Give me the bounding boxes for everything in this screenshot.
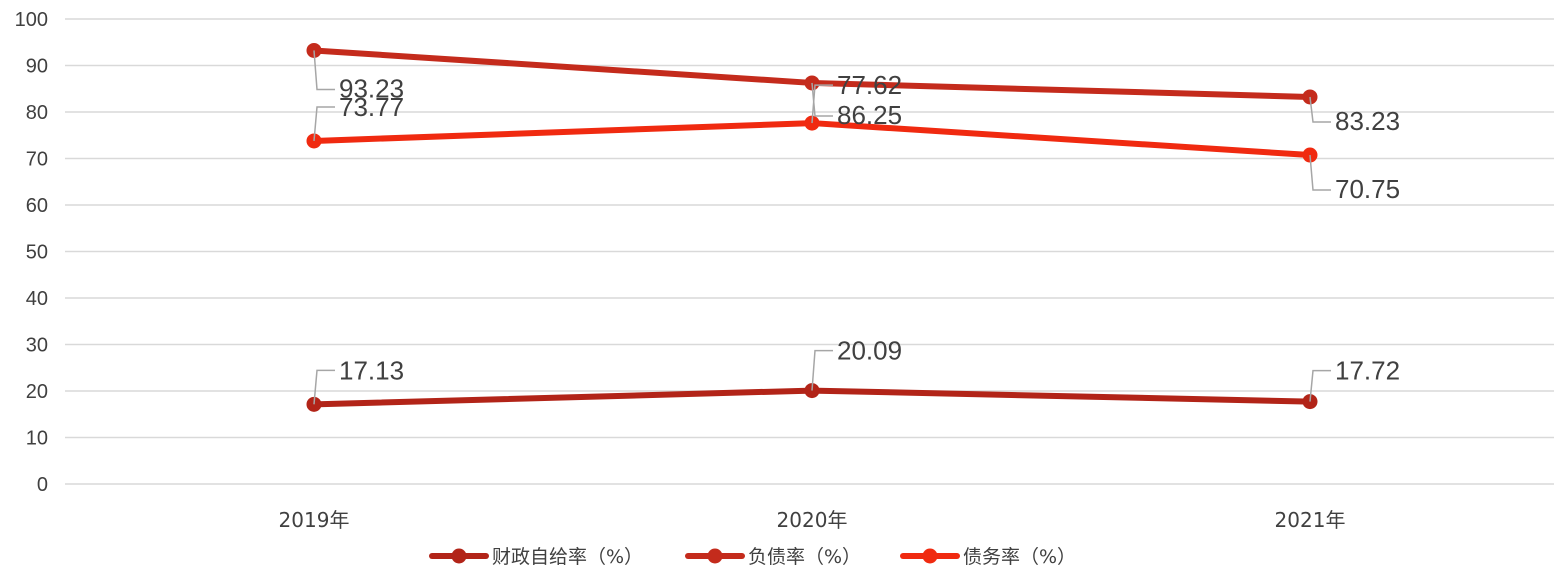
y-tick-label: 10 bbox=[26, 428, 48, 450]
leader-line bbox=[313, 369, 335, 405]
y-tick-label: 20 bbox=[26, 381, 48, 403]
x-axis: 2019年 2020年 2021年 bbox=[279, 508, 1346, 532]
data-label: 17.13 bbox=[339, 355, 404, 385]
x-tick-label: 2021年 bbox=[1275, 508, 1346, 532]
x-tick-label: 2020年 bbox=[777, 508, 848, 532]
leader-line bbox=[313, 106, 335, 142]
data-label: 17.72 bbox=[1335, 356, 1400, 386]
series-layer bbox=[306, 42, 1318, 412]
y-tick-label: 40 bbox=[26, 288, 48, 310]
y-tick-label: 70 bbox=[26, 149, 48, 171]
data-label: 70.75 bbox=[1335, 174, 1400, 204]
y-tick-label: 90 bbox=[26, 56, 48, 78]
data-label: 77.62 bbox=[837, 70, 902, 100]
x-tick-label: 2019年 bbox=[279, 508, 350, 532]
y-tick-label: 50 bbox=[26, 242, 48, 264]
data-label: 86.25 bbox=[837, 100, 902, 130]
data-label: 83.23 bbox=[1335, 106, 1400, 136]
legend: 财政自给率（%） 负债率（%） 债务率（%） bbox=[429, 546, 1076, 568]
leader-line bbox=[811, 349, 833, 391]
y-axis: 0 10 20 30 40 50 60 70 80 90 100 bbox=[15, 9, 48, 496]
leader-line bbox=[313, 50, 335, 91]
legend-label: 债务率（%） bbox=[963, 546, 1076, 568]
leader-line bbox=[1309, 96, 1331, 123]
y-tick-label: 80 bbox=[26, 102, 48, 124]
leader-line bbox=[811, 84, 833, 124]
y-tick-label: 100 bbox=[15, 9, 48, 31]
data-label: 93.23 bbox=[339, 73, 404, 103]
legend-label: 负债率（%） bbox=[748, 546, 861, 568]
y-tick-label: 0 bbox=[37, 474, 48, 496]
y-tick-label: 60 bbox=[26, 195, 48, 217]
legend-label: 财政自给率（%） bbox=[492, 546, 643, 568]
leader-line bbox=[1309, 369, 1331, 402]
data-label: 73.77 bbox=[339, 92, 404, 122]
leader-line bbox=[811, 82, 833, 117]
data-labels: 17.13 20.09 17.72 93.23 86.25 83.23 73.77 77.62… bbox=[313, 50, 1400, 405]
data-label: 20.09 bbox=[837, 336, 902, 366]
legend-marker bbox=[451, 548, 467, 564]
legend-marker bbox=[707, 548, 723, 564]
grid-layer bbox=[65, 18, 1554, 485]
legend-marker bbox=[922, 548, 938, 564]
y-tick-label: 30 bbox=[26, 335, 48, 357]
leader-line bbox=[1309, 154, 1331, 191]
